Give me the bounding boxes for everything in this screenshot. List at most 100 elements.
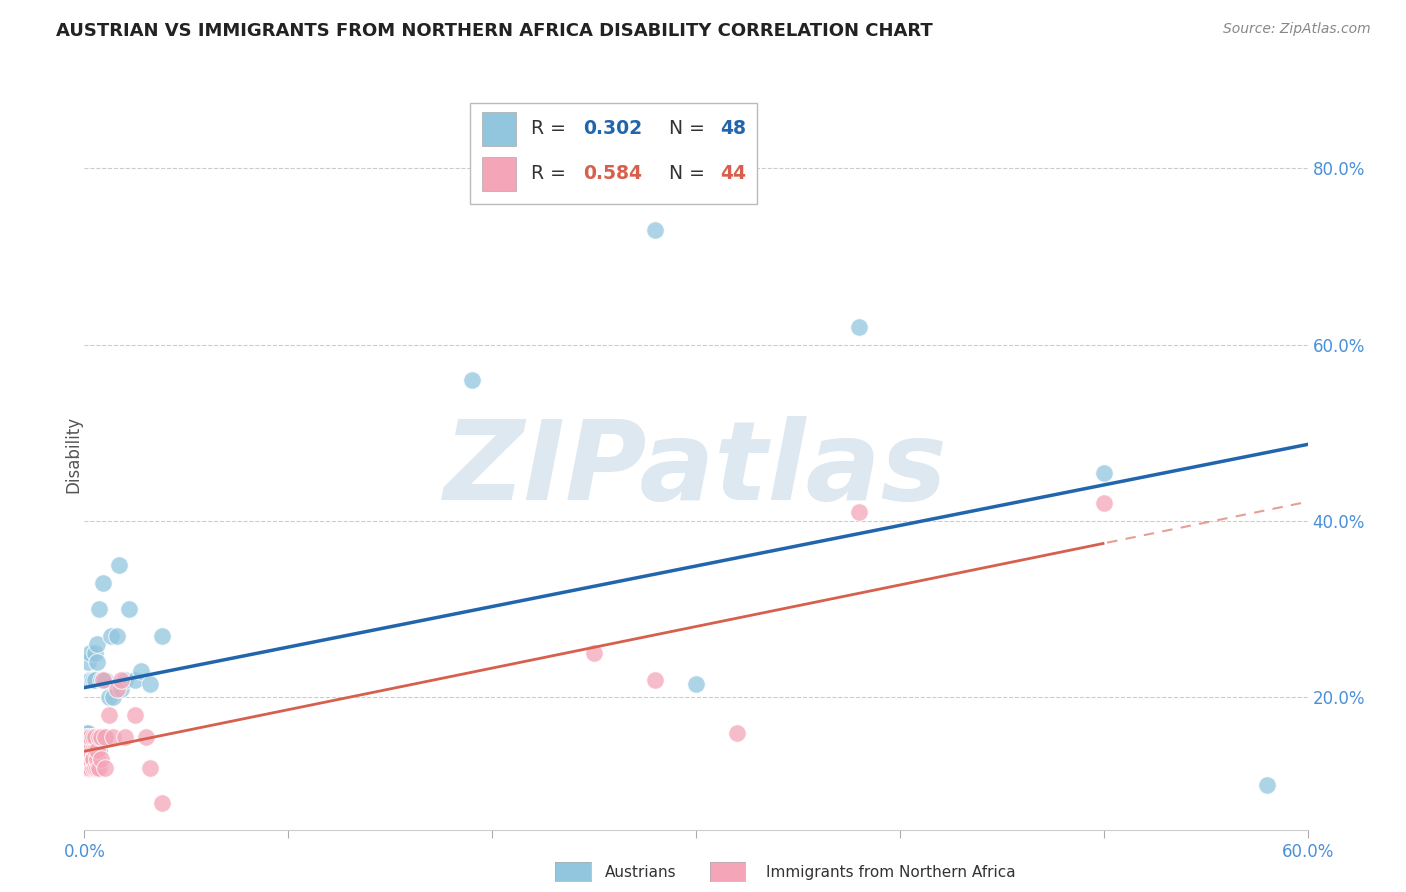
Point	[1092, 496, 1115, 510]
Text: N =: N =	[669, 120, 711, 138]
Text: Source: ZipAtlas.com: Source: ZipAtlas.com	[1223, 22, 1371, 37]
Point	[93, 730, 115, 744]
Point	[91, 673, 114, 687]
Text: AUSTRIAN VS IMMIGRANTS FROM NORTHERN AFRICA DISABILITY CORRELATION CHART: AUSTRIAN VS IMMIGRANTS FROM NORTHERN AFR…	[56, 22, 934, 40]
Point	[644, 223, 666, 237]
Y-axis label: Disability: Disability	[65, 417, 82, 493]
Point	[114, 730, 136, 744]
Text: 44: 44	[720, 164, 747, 184]
Point	[90, 673, 112, 687]
FancyBboxPatch shape	[470, 103, 758, 204]
Point	[79, 743, 101, 757]
Point	[79, 673, 101, 687]
Point	[86, 743, 108, 757]
Point	[90, 734, 112, 748]
Point	[725, 725, 748, 739]
Point	[91, 673, 114, 687]
Point	[97, 690, 120, 705]
Point	[461, 373, 484, 387]
Point	[87, 730, 110, 744]
Point	[82, 730, 104, 744]
Point	[1092, 466, 1115, 480]
Point	[75, 761, 97, 775]
Point	[93, 730, 115, 744]
Point	[77, 655, 100, 669]
Point	[118, 602, 141, 616]
Point	[83, 646, 105, 660]
Point	[644, 673, 666, 687]
Point	[138, 761, 160, 775]
Point	[77, 743, 100, 757]
Point	[83, 761, 105, 775]
FancyBboxPatch shape	[482, 158, 516, 191]
Point	[77, 752, 100, 766]
Point	[83, 743, 105, 757]
Point	[77, 730, 100, 744]
Point	[135, 730, 157, 744]
Point	[77, 725, 100, 739]
Point	[79, 730, 101, 744]
Point	[75, 730, 97, 744]
Point	[110, 673, 132, 687]
Point	[83, 730, 105, 744]
Text: R =: R =	[531, 164, 572, 184]
Point	[138, 677, 160, 691]
Text: Immigrants from Northern Africa: Immigrants from Northern Africa	[766, 865, 1017, 880]
Point	[848, 505, 870, 519]
Point	[86, 637, 108, 651]
Point	[124, 708, 146, 723]
Point	[91, 575, 114, 590]
Point	[75, 734, 97, 748]
Point	[77, 730, 100, 744]
Point	[83, 743, 105, 757]
Point	[150, 629, 173, 643]
Point	[75, 743, 97, 757]
Point	[101, 690, 124, 705]
Point	[82, 743, 104, 757]
Point	[108, 558, 131, 573]
Text: Austrians: Austrians	[605, 865, 676, 880]
Point	[685, 677, 707, 691]
Point	[79, 761, 101, 775]
Point	[79, 734, 101, 748]
Point	[101, 730, 124, 744]
Point	[86, 655, 108, 669]
Point	[82, 752, 104, 766]
Point	[82, 761, 104, 775]
Point	[82, 734, 104, 748]
Point	[79, 646, 101, 660]
Point	[82, 752, 104, 766]
Point	[105, 629, 128, 643]
Point	[87, 743, 110, 757]
Point	[79, 752, 101, 766]
Point	[87, 602, 110, 616]
Point	[93, 761, 115, 775]
Point	[110, 681, 132, 696]
Point	[90, 752, 112, 766]
Point	[82, 743, 104, 757]
Point	[75, 752, 97, 766]
Point	[87, 761, 110, 775]
Point	[1256, 779, 1278, 793]
Point	[93, 673, 115, 687]
Point	[100, 629, 122, 643]
Point	[86, 743, 108, 757]
FancyBboxPatch shape	[482, 112, 516, 146]
Point	[105, 681, 128, 696]
Point	[124, 673, 146, 687]
Point	[77, 743, 100, 757]
Point	[150, 796, 173, 810]
Point	[86, 761, 108, 775]
Point	[90, 730, 112, 744]
Text: N =: N =	[669, 164, 711, 184]
Point	[82, 673, 104, 687]
Text: 0.302: 0.302	[583, 120, 643, 138]
Point	[75, 725, 97, 739]
Point	[97, 708, 120, 723]
Text: 0.584: 0.584	[583, 164, 643, 184]
Point	[82, 730, 104, 744]
Text: 48: 48	[720, 120, 747, 138]
Point	[75, 743, 97, 757]
Point	[114, 673, 136, 687]
Text: R =: R =	[531, 120, 572, 138]
